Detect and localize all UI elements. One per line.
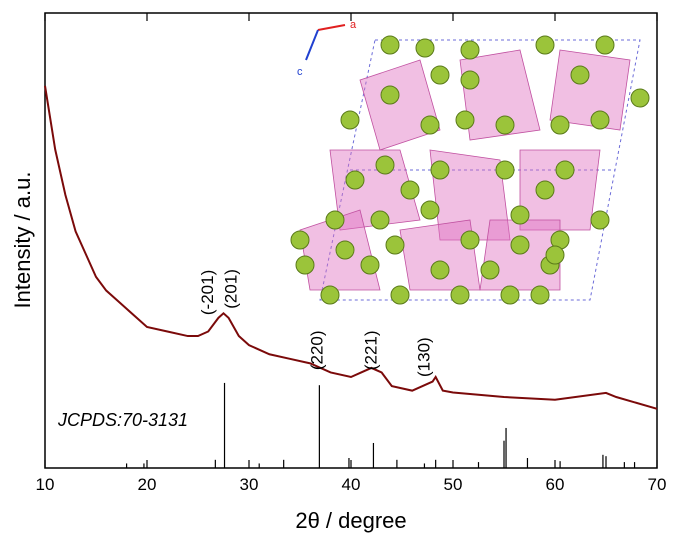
peak-label: (-201)	[198, 270, 217, 315]
atom	[385, 235, 405, 255]
atom	[480, 260, 500, 280]
atom	[430, 160, 450, 180]
atom	[495, 160, 515, 180]
atom	[570, 65, 590, 85]
atom	[380, 35, 400, 55]
atom	[415, 38, 435, 58]
atom	[590, 110, 610, 130]
atom	[290, 230, 310, 250]
y-axis-label: Intensity / a.u.	[10, 172, 35, 309]
reference-label: JCPDS:70-3131	[57, 410, 188, 430]
x-tick-label: 30	[240, 475, 259, 494]
axis-arrow	[317, 24, 346, 31]
inset-axis-label: a	[350, 19, 357, 31]
peak-label: (130)	[414, 337, 433, 377]
atom	[460, 230, 480, 250]
atom	[630, 88, 650, 108]
atom	[510, 205, 530, 225]
atom	[345, 170, 365, 190]
peak-label: (221)	[361, 330, 380, 370]
x-tick-label: 70	[648, 475, 667, 494]
atom	[535, 35, 555, 55]
atom	[400, 180, 420, 200]
atom	[590, 210, 610, 230]
atom	[550, 115, 570, 135]
atom	[430, 65, 450, 85]
x-tick-label: 40	[342, 475, 361, 494]
atom	[380, 85, 400, 105]
atom	[545, 245, 565, 265]
atom	[295, 255, 315, 275]
polyhedron	[549, 49, 631, 131]
atom	[595, 35, 615, 55]
inset-axis-label: c	[297, 66, 303, 78]
atom	[535, 180, 555, 200]
atom	[390, 285, 410, 305]
atom	[495, 115, 515, 135]
atom	[420, 200, 440, 220]
atom	[555, 160, 575, 180]
atom	[460, 70, 480, 90]
polyhedron	[359, 59, 441, 151]
atom	[370, 210, 390, 230]
x-tick-label: 20	[138, 475, 157, 494]
xrd-line	[44, 85, 658, 410]
atom	[375, 155, 395, 175]
atom	[450, 285, 470, 305]
peak-label: (201)	[222, 269, 241, 309]
atom	[320, 285, 340, 305]
axis-arrow	[305, 29, 319, 61]
x-tick-label: 50	[444, 475, 463, 494]
atom	[420, 115, 440, 135]
atom	[335, 240, 355, 260]
atom	[360, 255, 380, 275]
x-tick-label: 10	[36, 475, 55, 494]
x-tick-label: 60	[546, 475, 565, 494]
atom	[340, 110, 360, 130]
atom	[510, 235, 530, 255]
polyhedron	[329, 149, 421, 231]
peak-label: (220)	[307, 330, 326, 370]
atom	[455, 110, 475, 130]
atom	[325, 210, 345, 230]
atom	[460, 40, 480, 60]
atom	[430, 260, 450, 280]
crystal-structure-inset: ac	[290, 19, 650, 305]
polyhedron	[519, 149, 601, 231]
x-axis-label: 2θ / degree	[295, 508, 406, 533]
atom	[530, 285, 550, 305]
atom	[500, 285, 520, 305]
